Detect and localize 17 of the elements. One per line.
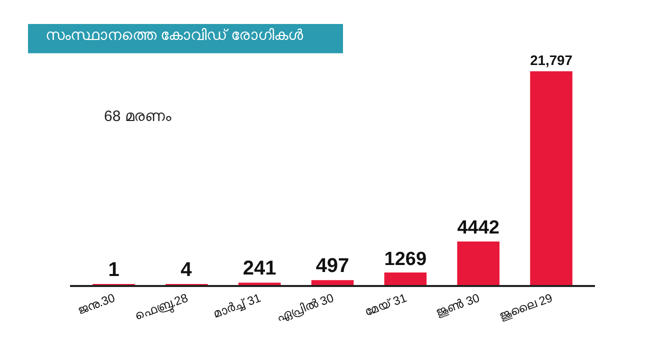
data-label: 1269	[384, 248, 427, 270]
data-label: 21,797	[530, 52, 573, 68]
data-label: 1	[108, 259, 120, 281]
bar	[530, 71, 572, 285]
data-label: 497	[316, 255, 350, 278]
chart-title: സംസ്ഥാനത്തെ കോവിഡ് രോഗികൾ	[46, 26, 304, 44]
bar	[457, 241, 500, 285]
x-tick-label: മേയ് 31	[362, 290, 409, 319]
data-label: 4442	[457, 218, 500, 239]
data-label: 4	[180, 259, 193, 281]
bar	[311, 280, 354, 285]
x-tick-label: മാർച്ച് 31	[211, 290, 263, 321]
x-tick-label: ജനു.30	[76, 290, 118, 318]
x-tick-label: ജൂൺ 30	[434, 290, 482, 320]
bar	[384, 272, 427, 285]
annotation: 68 മരണം	[104, 108, 172, 125]
data-label: 241	[242, 258, 276, 280]
